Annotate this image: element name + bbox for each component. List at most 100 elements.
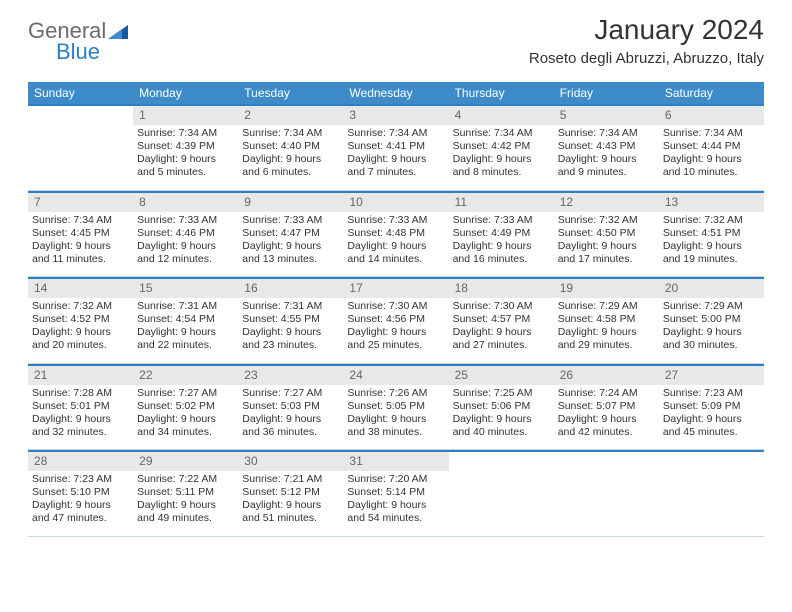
sunset-line: Sunset: 4:45 PM	[32, 227, 129, 240]
day-details: Sunrise: 7:31 AMSunset: 4:54 PMDaylight:…	[133, 298, 238, 363]
sunset-line: Sunset: 5:00 PM	[663, 313, 760, 326]
sunrise-line: Sunrise: 7:34 AM	[242, 127, 339, 140]
daylight-line: Daylight: 9 hours and 9 minutes.	[558, 153, 655, 179]
sunset-line: Sunset: 4:42 PM	[453, 140, 550, 153]
day-cell: 4Sunrise: 7:34 AMSunset: 4:42 PMDaylight…	[449, 106, 554, 190]
daylight-line: Daylight: 9 hours and 13 minutes.	[242, 240, 339, 266]
day-cell: 17Sunrise: 7:30 AMSunset: 4:56 PMDayligh…	[343, 279, 448, 363]
sunset-line: Sunset: 4:47 PM	[242, 227, 339, 240]
day-details: Sunrise: 7:33 AMSunset: 4:47 PMDaylight:…	[238, 212, 343, 277]
sunset-line: Sunset: 5:09 PM	[663, 400, 760, 413]
sunset-line: Sunset: 4:41 PM	[347, 140, 444, 153]
day-number: 27	[659, 366, 764, 385]
day-cell: 16Sunrise: 7:31 AMSunset: 4:55 PMDayligh…	[238, 279, 343, 363]
sunrise-line: Sunrise: 7:27 AM	[137, 387, 234, 400]
week-row: 14Sunrise: 7:32 AMSunset: 4:52 PMDayligh…	[28, 277, 764, 364]
day-number: 16	[238, 279, 343, 298]
day-cell: 14Sunrise: 7:32 AMSunset: 4:52 PMDayligh…	[28, 279, 133, 363]
header: January 2024 Roseto degli Abruzzi, Abruz…	[529, 14, 764, 67]
daylight-line: Daylight: 9 hours and 20 minutes.	[32, 326, 129, 352]
day-cell: 31Sunrise: 7:20 AMSunset: 5:14 PMDayligh…	[343, 452, 448, 536]
day-details: Sunrise: 7:34 AMSunset: 4:39 PMDaylight:…	[133, 125, 238, 190]
day-details: Sunrise: 7:30 AMSunset: 4:56 PMDaylight:…	[343, 298, 448, 363]
page-title: January 2024	[529, 14, 764, 46]
day-details: Sunrise: 7:23 AMSunset: 5:10 PMDaylight:…	[28, 471, 133, 536]
day-cell: 7Sunrise: 7:34 AMSunset: 4:45 PMDaylight…	[28, 193, 133, 277]
daylight-line: Daylight: 9 hours and 14 minutes.	[347, 240, 444, 266]
day-number: 4	[449, 106, 554, 125]
day-number: 7	[28, 193, 133, 212]
sunrise-line: Sunrise: 7:34 AM	[558, 127, 655, 140]
logo-triangle-icon	[108, 19, 128, 45]
day-details: Sunrise: 7:32 AMSunset: 4:51 PMDaylight:…	[659, 212, 764, 277]
sunrise-line: Sunrise: 7:34 AM	[347, 127, 444, 140]
sunset-line: Sunset: 4:40 PM	[242, 140, 339, 153]
sunset-line: Sunset: 4:43 PM	[558, 140, 655, 153]
dow-header: Saturday	[659, 82, 764, 104]
sunrise-line: Sunrise: 7:26 AM	[347, 387, 444, 400]
day-cell: 13Sunrise: 7:32 AMSunset: 4:51 PMDayligh…	[659, 193, 764, 277]
sunrise-line: Sunrise: 7:30 AM	[347, 300, 444, 313]
sunrise-line: Sunrise: 7:23 AM	[32, 473, 129, 486]
week-row: 7Sunrise: 7:34 AMSunset: 4:45 PMDaylight…	[28, 191, 764, 278]
day-number: 5	[554, 106, 659, 125]
daylight-line: Daylight: 9 hours and 34 minutes.	[137, 413, 234, 439]
sunrise-line: Sunrise: 7:33 AM	[242, 214, 339, 227]
day-cell: 27Sunrise: 7:23 AMSunset: 5:09 PMDayligh…	[659, 366, 764, 450]
day-number: 31	[343, 452, 448, 471]
day-number: 14	[28, 279, 133, 298]
daylight-line: Daylight: 9 hours and 49 minutes.	[137, 499, 234, 525]
day-details: Sunrise: 7:34 AMSunset: 4:44 PMDaylight:…	[659, 125, 764, 190]
day-number: 11	[449, 193, 554, 212]
day-cell: 5 Sunrise: 7:34 AMSunset: 4:43 PMDaylight…	[554, 106, 659, 190]
sunrise-line: Sunrise: 7:32 AM	[558, 214, 655, 227]
day-cell: 23Sunrise: 7:27 AMSunset: 5:03 PMDayligh…	[238, 366, 343, 450]
week-row: 1Sunrise: 7:34 AMSunset: 4:39 PMDaylight…	[28, 104, 764, 191]
sunset-line: Sunset: 5:03 PM	[242, 400, 339, 413]
day-cell	[449, 452, 554, 536]
day-details: Sunrise: 7:21 AMSunset: 5:12 PMDaylight:…	[238, 471, 343, 536]
sunset-line: Sunset: 4:50 PM	[558, 227, 655, 240]
daylight-line: Daylight: 9 hours and 11 minutes.	[32, 240, 129, 266]
sunrise-line: Sunrise: 7:20 AM	[347, 473, 444, 486]
day-details: Sunrise: 7:34 AMSunset: 4:42 PMDaylight:…	[449, 125, 554, 190]
day-number: 22	[133, 366, 238, 385]
day-details: Sunrise: 7:34 AMSunset: 4:41 PMDaylight:…	[343, 125, 448, 190]
sunset-line: Sunset: 4:39 PM	[137, 140, 234, 153]
dow-header: Monday	[133, 82, 238, 104]
day-number: 1	[133, 106, 238, 125]
day-number: 28	[28, 452, 133, 471]
day-cell: 19Sunrise: 7:29 AMSunset: 4:58 PMDayligh…	[554, 279, 659, 363]
day-cell: 18Sunrise: 7:30 AMSunset: 4:57 PMDayligh…	[449, 279, 554, 363]
sunrise-line: Sunrise: 7:29 AM	[558, 300, 655, 313]
daylight-line: Daylight: 9 hours and 45 minutes.	[663, 413, 760, 439]
day-details: Sunrise: 7:34 AMSunset: 4:45 PMDaylight:…	[28, 212, 133, 277]
day-cell: 20Sunrise: 7:29 AMSunset: 5:00 PMDayligh…	[659, 279, 764, 363]
sunrise-line: Sunrise: 7:29 AM	[663, 300, 760, 313]
sunrise-line: Sunrise: 7:30 AM	[453, 300, 550, 313]
daylight-line: Daylight: 9 hours and 6 minutes.	[242, 153, 339, 179]
daylight-line: Daylight: 9 hours and 51 minutes.	[242, 499, 339, 525]
sunset-line: Sunset: 4:49 PM	[453, 227, 550, 240]
sunset-line: Sunset: 5:01 PM	[32, 400, 129, 413]
daylight-line: Daylight: 9 hours and 42 minutes.	[558, 413, 655, 439]
day-cell	[659, 452, 764, 536]
day-details: Sunrise: 7:33 AMSunset: 4:48 PMDaylight:…	[343, 212, 448, 277]
dow-header: Tuesday	[238, 82, 343, 104]
day-number: 8	[133, 193, 238, 212]
sunset-line: Sunset: 4:56 PM	[347, 313, 444, 326]
sunrise-line: Sunrise: 7:25 AM	[453, 387, 550, 400]
daylight-line: Daylight: 9 hours and 47 minutes.	[32, 499, 129, 525]
daylight-line: Daylight: 9 hours and 32 minutes.	[32, 413, 129, 439]
daylight-line: Daylight: 9 hours and 36 minutes.	[242, 413, 339, 439]
day-details: Sunrise: 7:31 AMSunset: 4:55 PMDaylight:…	[238, 298, 343, 363]
daylight-line: Daylight: 9 hours and 38 minutes.	[347, 413, 444, 439]
logo-text-2: Blue	[56, 39, 100, 64]
day-details: Sunrise: 7:28 AMSunset: 5:01 PMDaylight:…	[28, 385, 133, 450]
day-cell: 29Sunrise: 7:22 AMSunset: 5:11 PMDayligh…	[133, 452, 238, 536]
day-number: 12	[554, 193, 659, 212]
sunset-line: Sunset: 5:10 PM	[32, 486, 129, 499]
day-number: 20	[659, 279, 764, 298]
day-details: Sunrise: 7:30 AMSunset: 4:57 PMDaylight:…	[449, 298, 554, 363]
day-number: 29	[133, 452, 238, 471]
